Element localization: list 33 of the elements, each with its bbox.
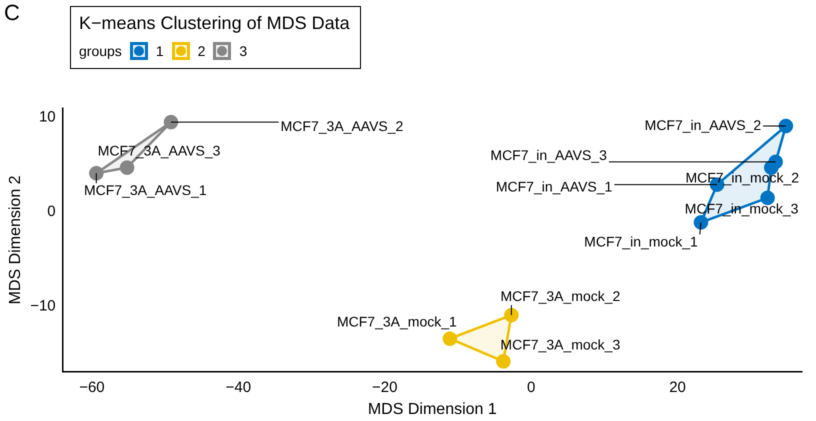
point: [504, 308, 519, 322]
x-tick-label: −40: [226, 378, 252, 396]
legend-label: 1: [156, 43, 164, 59]
point: [694, 215, 708, 230]
annotation: MCF7_3A_AAVS_2: [280, 118, 404, 134]
annotation: MCF7_3A_AAVS_3: [98, 142, 221, 158]
point: [496, 354, 511, 369]
point: [442, 331, 458, 346]
point: [164, 114, 178, 130]
annotation: MCF7_3A_mock_1: [336, 314, 458, 330]
legend-title: groups: [79, 43, 122, 59]
y-tick-label: 10: [38, 108, 56, 126]
y-tick-label: −10: [30, 298, 56, 315]
y-tick-label: 0: [47, 203, 56, 220]
point: [89, 166, 104, 180]
x-tick-label: 20: [669, 378, 686, 396]
legend-label: 3: [239, 43, 248, 59]
annotation: MCF7_3A_AAVS_1: [84, 182, 207, 198]
annotation: MCF7_in_AAVS_3: [490, 146, 608, 163]
annotation: MCF7_in_AAVS_1: [496, 178, 613, 194]
chart-title: K−means Clustering of MDS Data: [79, 13, 350, 34]
point: [120, 160, 134, 175]
legend-label: 2: [198, 43, 206, 59]
annotation: MCF7_3A_mock_2: [500, 288, 621, 304]
x-axis-title: MDS Dimension 1: [368, 400, 497, 418]
annotation: MCF7_in_mock_1: [584, 233, 698, 250]
y-axis-title: MDS Dimension 2: [7, 175, 24, 304]
x-tick-label: −20: [372, 378, 398, 396]
point: [778, 118, 794, 134]
x-tick-label: −60: [79, 378, 105, 396]
text: C: [4, 0, 20, 26]
annotation: MCF7_in_AAVS_2: [644, 116, 762, 133]
x-tick-label: 0: [526, 378, 536, 396]
